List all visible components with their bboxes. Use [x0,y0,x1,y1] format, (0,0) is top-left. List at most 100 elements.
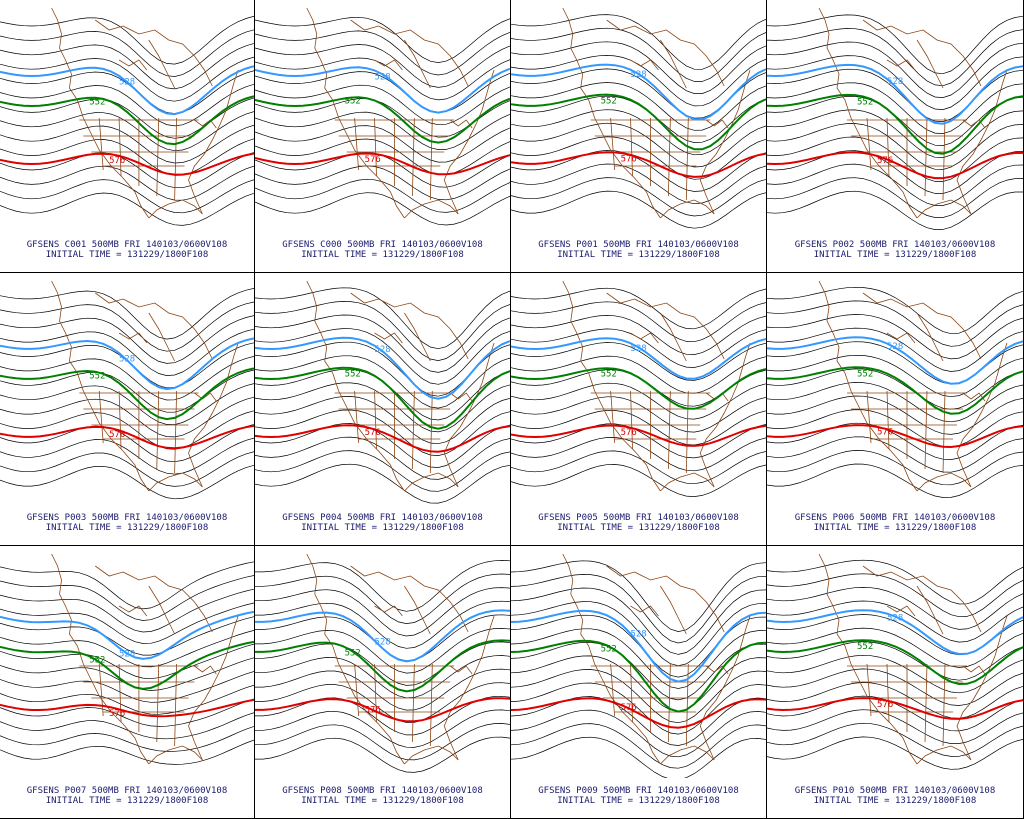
height-contour [511,410,766,446]
contour-label-528: 528 [119,354,135,364]
height-contour [0,288,254,340]
height-contour [0,575,254,621]
height-contour [511,696,766,746]
contour-label-576: 576 [877,700,893,710]
height-contour [255,138,510,175]
height-contour [767,300,1023,347]
height-contour [0,588,254,633]
height-map: 528 552 576 [255,7,510,226]
coastline [429,663,433,747]
height-contour [0,29,254,77]
coastline [156,663,160,743]
coastline [886,663,890,723]
coastline [685,117,689,201]
key-contour-528 [767,63,1023,125]
height-contour [767,368,1023,410]
height-map: 528 552 576 [511,553,766,778]
height-contour [511,736,766,778]
coastline [449,392,473,402]
height-contour [255,57,510,101]
coastline [610,117,615,171]
height-contour [511,669,766,724]
height-contour [511,382,766,420]
key-contour-576 [0,698,254,718]
key-contour-552 [767,366,1023,415]
contour-label-528: 528 [631,629,647,639]
coastline [98,390,104,444]
height-contour [511,450,766,485]
height-contour [767,150,1023,194]
coastline [562,553,661,765]
coastline [95,565,213,633]
height-contour [767,177,1023,218]
coastline [916,472,972,492]
coastline [429,117,433,201]
ensemble-member-panel: 528 552 576 GFSENS P005 500MB FRI 140103/06… [511,273,767,546]
panel-caption: GFSENS P008 500MB FRI 140103/0600V108 INI… [255,786,510,806]
coastline [886,117,890,177]
coastline [51,280,150,492]
ensemble-member-panel: 528 552 576 GFSENS P004 500MB FRI 140103/06… [255,273,511,546]
key-contour-552 [0,367,254,421]
coastline [350,565,469,633]
coastline [956,342,1008,488]
height-contour [511,655,766,712]
ensemble-member-panel: 528 552 576 GFSENS P010 500MB FRI 140103/06… [767,546,1024,819]
coastline [660,585,687,635]
height-contour [767,136,1023,182]
height-contour [0,369,254,413]
height-contour [0,301,254,352]
coastline [699,69,751,215]
contour-label-576: 576 [621,155,637,165]
height-contour [511,355,766,394]
contour-label-528: 528 [631,70,647,80]
key-contour-552 [511,639,766,713]
coastline [705,119,729,129]
coastline [962,119,986,129]
coastline [685,663,689,747]
height-contour [511,122,766,168]
coastline [51,553,150,765]
coastline [194,119,217,129]
coastline [148,585,175,635]
initial-time: INITIAL TIME = 131229/1800F108 [813,796,977,806]
coastline [705,665,729,675]
coastline [148,745,203,765]
coastline [942,390,946,474]
height-contour [0,698,254,727]
height-contour [255,355,510,409]
contour-label-576: 576 [877,156,893,166]
coastline [404,745,459,765]
height-contour [0,726,254,752]
initial-time: INITIAL TIME = 131229/1800F108 [557,796,720,806]
contour-label-552: 552 [345,370,361,380]
height-contour [767,587,1023,630]
initial-time: INITIAL TIME = 131229/1800F108 [45,796,209,806]
contour-label-552: 552 [89,372,105,382]
coastline [886,390,890,450]
coastline [886,332,916,344]
coastline [916,39,944,89]
panel-caption: GFSENS P002 500MB FRI 140103/0600V108 INI… [767,240,1023,260]
height-contour [511,55,766,107]
initial-time: INITIAL TIME = 131229/1800F108 [301,250,464,260]
height-contour [0,602,254,644]
coastline [924,117,928,197]
height-contour [511,396,766,433]
coastline [95,19,213,87]
height-contour [0,192,254,226]
height-contour [255,396,510,445]
contour-label-576: 576 [109,709,125,719]
coastline [148,472,203,492]
height-contour [767,450,1023,486]
coastline [404,312,431,362]
coastline [924,663,928,743]
coastline [606,565,725,633]
key-contour-552 [767,639,1023,686]
coastline [411,390,415,470]
height-contour [255,44,510,88]
height-contour [511,150,766,192]
panel-caption: GFSENS P010 500MB FRI 140103/0600V108 INI… [767,786,1023,806]
key-contour-528 [255,66,510,114]
coastline [118,59,148,71]
